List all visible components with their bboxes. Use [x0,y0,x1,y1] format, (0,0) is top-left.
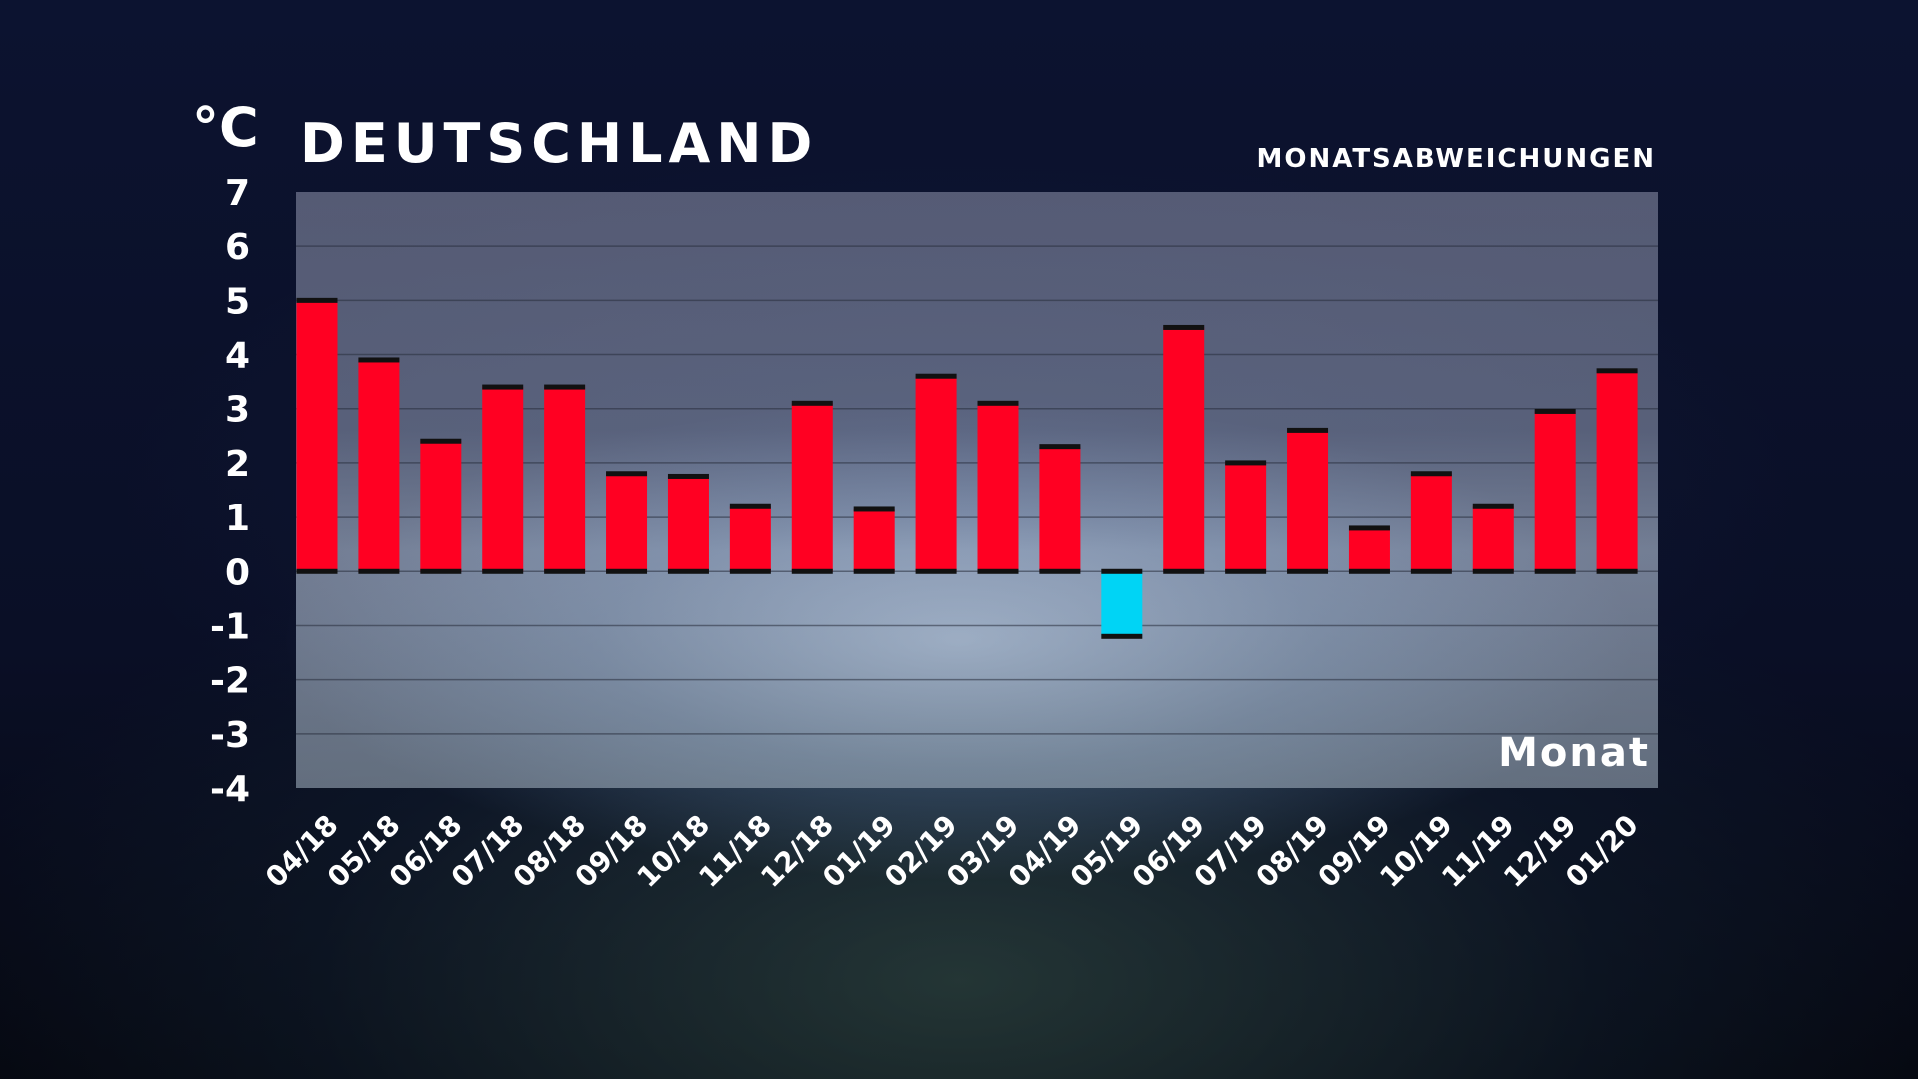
bar-08-18 [544,387,586,572]
y-tick-label: -4 [210,769,250,810]
bar-zero-cap [482,568,524,574]
bar-zero-cap [667,568,709,574]
bar-value-cap [358,357,400,363]
bar-02-19 [915,376,957,572]
y-axis-ticks: 7 6 5 4 3 2 1 0 -1 -2 -3 -4 [210,173,250,810]
x-axis-label: Monat [1498,730,1650,776]
bar-zero-cap [1596,568,1638,574]
bar-value-cap [1596,368,1638,374]
bar-01-20 [1596,370,1638,572]
bar-zero-cap [544,568,586,574]
y-tick-label: 3 [225,390,250,431]
bar-04-19 [1039,446,1081,572]
bar-value-cap [1534,408,1576,414]
bar-zero-cap [1225,568,1267,574]
bars [296,297,1638,639]
bar-value-cap [606,471,648,477]
bar-value-cap [420,438,462,444]
bar-zero-cap [1039,568,1081,574]
bar-zero-cap [420,568,462,574]
bar-11-19 [1472,506,1514,572]
bar-value-cap [296,297,338,303]
bar-05-18 [358,359,400,572]
y-tick-label: 6 [225,227,250,268]
bar-09-18 [606,473,648,572]
bar-zero-cap [791,568,833,574]
y-tick-label: 0 [225,552,250,593]
y-tick-label: -1 [210,606,250,647]
bar-07-18 [482,387,524,572]
bar-value-cap [482,384,524,390]
bar-value-cap [1472,503,1514,509]
bar-06-19 [1163,327,1205,572]
bar-10-19 [1410,473,1452,572]
bar-12-18 [791,403,833,572]
bar-zero-cap [296,568,338,574]
bar-value-cap [1348,525,1390,531]
y-tick-label: 7 [225,173,250,214]
y-tick-label: 2 [225,444,250,485]
bar-03-19 [977,403,1019,572]
bar-value-cap [1410,471,1452,477]
bar-value-cap [1287,427,1329,433]
bar-zero-cap [1472,568,1514,574]
bar-zero-cap [1348,568,1390,574]
bar-value-cap [1163,324,1205,330]
bar-zero-cap [853,568,895,574]
bar-value-cap [915,373,957,379]
y-tick-label: -3 [210,715,250,756]
bar-zero-cap [1534,568,1576,574]
y-tick-label: -2 [210,661,250,702]
bar-12-19 [1534,411,1576,572]
bar-zero-cap [606,568,648,574]
bar-zero-cap [1287,568,1329,574]
bar-09-19 [1348,527,1390,572]
bar-11-18 [729,506,771,572]
x-axis-ticks: 04/1805/1806/1807/1808/1809/1810/1811/18… [259,808,1645,894]
bar-01-19 [853,508,895,572]
bar-zero-cap [1163,568,1205,574]
chart-subtitle: MONATSABWEICHUNGEN [1256,144,1656,174]
bar-value-cap [667,473,709,479]
y-tick-label: 4 [225,336,250,377]
bar-zero-cap [977,568,1019,574]
bar-value-cap [1039,444,1081,450]
chart-title: DEUTSCHLAND [300,112,819,175]
bar-value-cap [853,506,895,512]
bar-zero-cap [1410,568,1452,574]
bar-07-19 [1225,462,1267,572]
bar-zero-cap [915,568,957,574]
bar-value-cap [1225,460,1267,466]
y-tick-label: 5 [225,281,250,322]
bar-zero-cap [1101,568,1143,574]
bar-10-18 [667,476,709,572]
bar-08-19 [1287,430,1329,572]
bar-value-cap [977,400,1019,406]
bar-zero-cap [358,568,400,574]
bar-value-cap [729,503,771,509]
y-tick-label: 1 [225,498,250,539]
bar-value-cap [1101,633,1143,639]
unit-label: °C [192,96,259,159]
bar-04-18 [296,300,338,572]
bar-value-cap [791,400,833,406]
bar-value-cap [544,384,586,390]
bar-06-18 [420,441,462,572]
bar-05-19 [1101,571,1143,637]
bar-zero-cap [729,568,771,574]
